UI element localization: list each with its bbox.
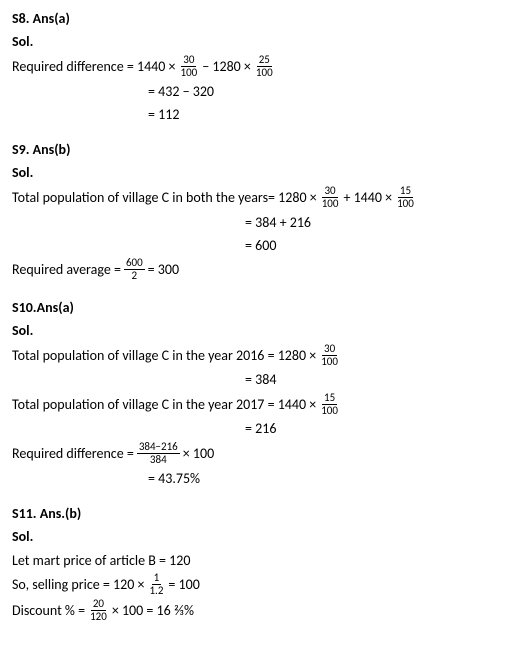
s8-line3: = 112: [12, 103, 511, 125]
s11-disc-prefix: Discount % =: [12, 600, 85, 621]
s10-line6: = 43.75%: [12, 467, 511, 489]
solution-s10: S10.Ans(a) Sol. Total population of vill…: [12, 297, 511, 490]
solution-s11: S11. Ans.(b) Sol. Let mart price of arti…: [12, 503, 511, 623]
s11-frac2-num: 1: [152, 572, 162, 585]
s9-line1-prefix: Total population of village C in both th…: [12, 187, 317, 208]
s8-heading: S8. Ans(a): [12, 8, 511, 29]
s10-diff-suffix: × 100: [183, 443, 214, 464]
s9-heading: S9. Ans(b): [12, 139, 511, 160]
solution-s9: S9. Ans(b) Sol. Total population of vill…: [12, 139, 511, 282]
s11-disc-frac-den: 120: [88, 611, 109, 623]
s10-frac3: 15 100: [319, 392, 340, 417]
s10-diff-prefix: Required difference =: [12, 443, 134, 464]
s10-diff-frac-den: 384: [148, 454, 169, 466]
s9-frac2: 15 100: [395, 185, 416, 210]
s10-line4: = 216: [12, 418, 511, 440]
s10-diff-line: Required difference = 384−216 384 × 100: [12, 441, 511, 466]
s9-avg-line: Required average = 600 2 = 300: [12, 257, 511, 282]
s10-line3-prefix: Total population of village C in the yea…: [12, 394, 316, 415]
s9-line3: = 600: [12, 234, 511, 256]
s10-frac3-den: 100: [319, 405, 340, 417]
s8-line1-prefix: Required difference = 1440 ×: [12, 56, 176, 77]
s9-avg-prefix: Required average =: [12, 259, 121, 280]
s10-frac1-num: 30: [322, 343, 337, 356]
s11-line1: Let mart price of article B = 120: [12, 549, 511, 571]
s10-heading: S10.Ans(a): [12, 297, 511, 318]
s10-frac3-num: 15: [322, 392, 337, 405]
s11-heading: S11. Ans.(b): [12, 503, 511, 524]
s10-diff-frac: 384−216 384: [137, 441, 180, 466]
s11-disc-frac: 20 120: [88, 598, 109, 623]
s8-sol-label: Sol.: [12, 31, 511, 52]
s9-sol-label: Sol.: [12, 162, 511, 183]
s9-frac1-den: 100: [320, 198, 341, 210]
s10-line1-prefix: Total population of village C in the yea…: [12, 345, 316, 366]
s8-frac1-den: 100: [179, 67, 200, 79]
s11-disc-suffix: × 100 = 16 ⅔%: [112, 600, 194, 621]
s11-frac2-den: 1.2: [147, 585, 165, 597]
s11-line2-prefix: So, selling price = 120 ×: [12, 574, 144, 595]
s11-line2-suffix: = 100: [168, 574, 199, 595]
s8-frac2: 25 100: [254, 54, 275, 79]
s11-line2: So, selling price = 120 × 1 1.2 = 100: [12, 572, 511, 597]
s11-disc-frac-num: 20: [91, 598, 106, 611]
s10-sol-label: Sol.: [12, 320, 511, 341]
s8-line2: = 432 − 320: [12, 80, 511, 102]
s9-avg-suffix: = 300: [148, 259, 179, 280]
s9-avg-frac: 600 2: [124, 257, 145, 282]
s10-line1: Total population of village C in the yea…: [12, 343, 511, 368]
s9-line1-mid: + 1440 ×: [343, 187, 392, 208]
s11-frac2: 1 1.2: [147, 572, 165, 597]
s10-frac1: 30 100: [319, 343, 340, 368]
s11-sol-label: Sol.: [12, 526, 511, 547]
s8-frac1: 30 100: [179, 54, 200, 79]
s10-line3: Total population of village C in the yea…: [12, 392, 511, 417]
s8-line1-mid: − 1280 ×: [202, 56, 251, 77]
s10-line2: = 384: [12, 369, 511, 391]
s10-frac1-den: 100: [319, 356, 340, 368]
s9-avg-frac-den: 2: [130, 270, 140, 282]
s8-frac2-den: 100: [254, 67, 275, 79]
s9-frac2-den: 100: [395, 198, 416, 210]
s8-line1: Required difference = 1440 × 30 100 − 12…: [12, 54, 511, 79]
s9-line2: = 384 + 216: [12, 211, 511, 233]
solution-s8: S8. Ans(a) Sol. Required difference = 14…: [12, 8, 511, 125]
s11-disc-line: Discount % = 20 120 × 100 = 16 ⅔%: [12, 598, 511, 623]
s9-line1: Total population of village C in both th…: [12, 185, 511, 210]
s9-frac1: 30 100: [320, 185, 341, 210]
